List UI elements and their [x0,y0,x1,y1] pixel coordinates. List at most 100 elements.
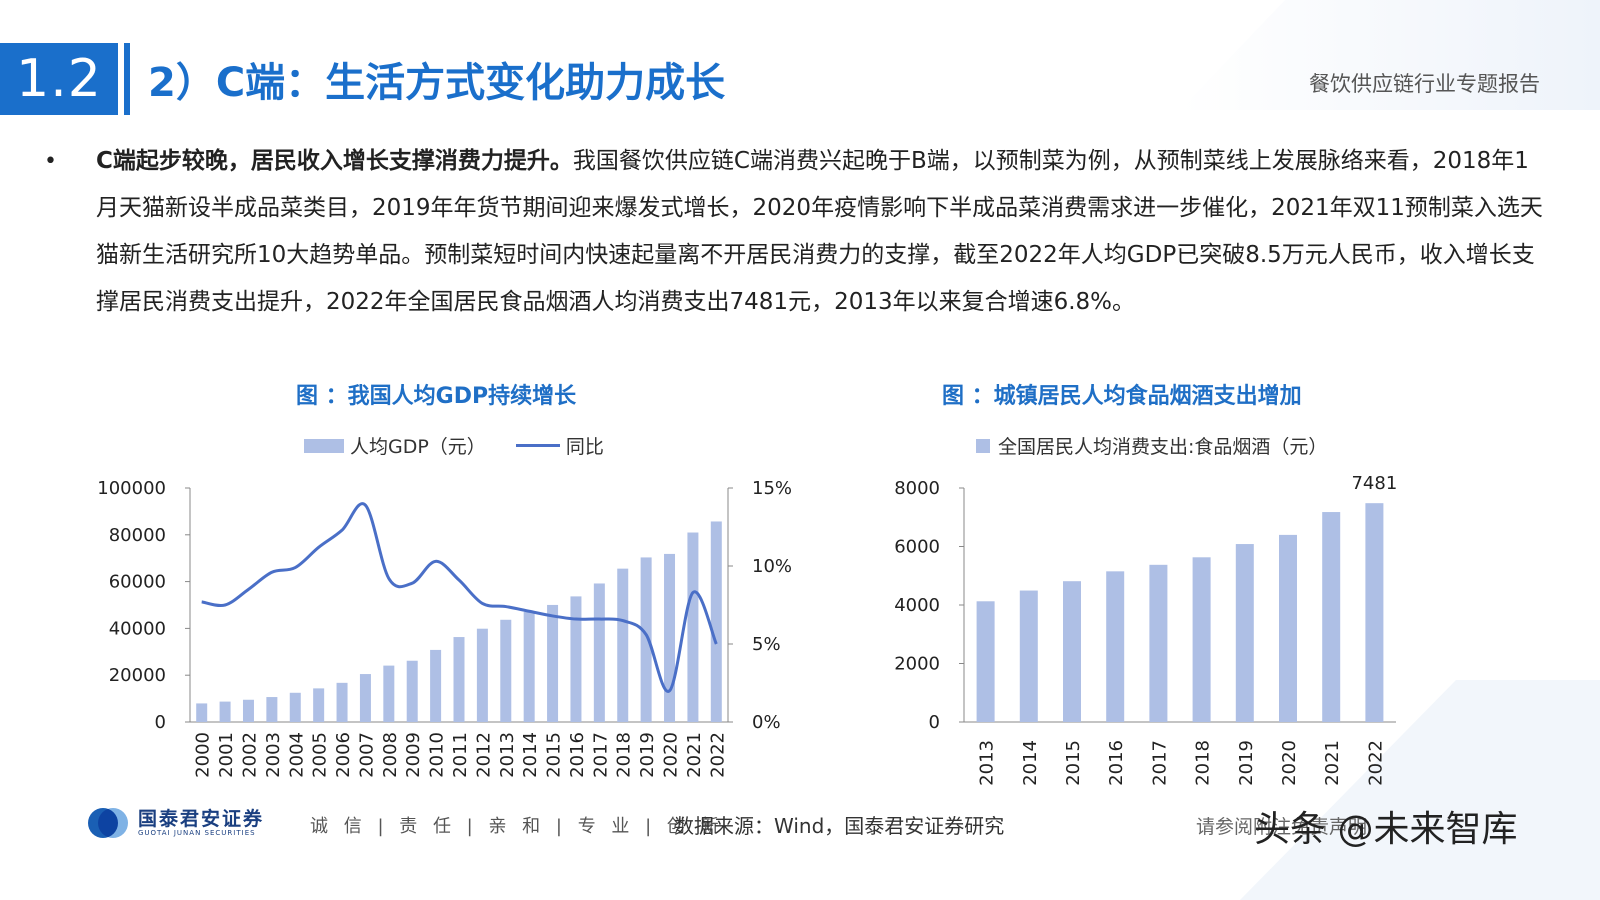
x-tick-label: 2020 [1279,740,1300,786]
legend-gdp: 人均GDP（元） 同比 [304,432,604,459]
bar-gdp [687,532,699,722]
x-tick-label: 2010 [427,732,448,778]
data-label-last: 7481 [1351,473,1397,494]
section-number: 1.2 [0,43,118,115]
bar-gdp [219,701,231,722]
x-tick-label: 2014 [520,732,541,778]
x-tick-label: 2005 [310,732,331,778]
tick-label-left: 6000 [894,537,940,558]
bar-gdp [570,596,582,722]
x-tick-label: 2019 [637,732,658,778]
x-tick-label: 2021 [1322,740,1343,786]
company-motto: 诚 信 | 责 任 | 亲 和 | 专 业 | 创 新 [310,816,724,837]
bar-gdp [500,619,512,722]
legend-swatch-food-bar [976,438,990,453]
bar-food [1019,590,1038,722]
page-title: 2）C端：生活方式变化助力成长 [148,60,726,106]
tick-label-left: 8000 [894,478,940,499]
tick-label-left: 4000 [894,595,940,616]
bar-gdp [430,649,442,722]
body-paragraph: C端起步较晚，居民收入增长支撑消费力提升。我国餐饮供应链C端消费兴起晚于B端，以… [96,138,1546,326]
bar-gdp [196,703,208,722]
legend-label-growth: 同比 [565,436,604,458]
x-tick-label: 2000 [193,732,214,778]
bar-gdp [336,682,348,722]
slide-footer: 国泰君安证券 GUOTAI JUNAN SECURITIES 诚 信 | 责 任… [0,800,1600,850]
bullet-dot: • [44,149,57,174]
tick-label-right: 10% [752,556,792,577]
x-tick-label: 2014 [1020,740,1041,786]
x-tick-label: 2001 [216,732,237,778]
tick-label-left: 2000 [894,654,940,675]
tick-label-left: 20000 [109,665,166,686]
bar-gdp [383,665,395,722]
legend-label-gdp: 人均GDP（元） [350,436,486,458]
bar-gdp [453,637,465,722]
bar-food [976,601,995,722]
bar-gdp [406,660,418,722]
legend-swatch-growth-line [515,444,560,447]
x-tick-label: 2017 [1149,740,1170,786]
x-tick-label: 2003 [263,732,284,778]
legend-label-food: 全国居民人均消费支出:食品烟酒（元） [998,436,1328,458]
x-tick-label: 2021 [684,732,705,778]
x-tick-label: 2019 [1236,740,1257,786]
x-tick-label: 2022 [1365,740,1386,786]
slide-header: 1.2 2）C端：生活方式变化助力成长 餐饮供应链行业专题报告 [0,40,1600,120]
bar-gdp [313,688,325,722]
bar-food [1235,544,1254,722]
bar-gdp [593,583,605,722]
chart-food: 0 2000 4000 6000 8000 7481 2013 2014 2015 2016 201… [894,473,1397,786]
bar-food [1365,503,1384,722]
tick-label-left: 0 [929,712,940,733]
chart-title-gdp: 图 ：我国人均GDP持续增长 [296,384,577,409]
bar-gdp [359,674,371,722]
chart-title-food: 图 ：城镇居民人均食品烟酒支出增加 [942,384,1302,409]
x-tick-label: 2009 [403,732,424,778]
disclaimer: 请参阅附注免责声明 [1196,816,1368,838]
x-tick-label: 2016 [1106,740,1127,786]
tick-label-left: 40000 [109,618,166,639]
report-name: 餐饮供应链行业专题报告 [1309,72,1540,96]
body-text: 我国餐饮供应链C端消费兴起晚于B端，以预制菜为例，从预制菜线上发展脉络来看，20… [96,148,1543,315]
x-tick-label: 2013 [977,740,998,786]
chart-gdp: 0 20000 40000 60000 80000 100000 0% 5% 10% 15% 200… [97,478,792,778]
section-divider [124,43,130,115]
bar-food [1149,564,1168,722]
bar-gdp [664,553,676,722]
tick-label-right: 15% [752,478,792,499]
x-tick-label: 2017 [590,732,611,778]
x-tick-label: 2006 [333,732,354,778]
bar-gdp [289,692,301,722]
tick-label-left: 80000 [109,525,166,546]
x-tick-label: 2022 [707,732,728,778]
x-tick-label: 2015 [544,732,565,778]
x-tick-label: 2013 [497,732,518,778]
bar-food [1322,512,1341,722]
logo-cn: 国泰君安证券 [138,807,265,830]
watermark: 头条 @未来智库 [1254,809,1518,850]
logo-mark-icon [88,808,132,838]
tick-label-right: 5% [752,634,781,655]
x-tick-label: 2020 [661,732,682,778]
bar-gdp [523,612,535,722]
legend-swatch-gdp-bar [304,438,344,453]
tick-label-left: 0 [155,712,166,733]
legend-food: 全国居民人均消费支出:食品烟酒（元） [976,432,1327,459]
tick-label-left: 60000 [109,572,166,593]
bar-gdp [242,699,254,722]
bar-gdp [617,568,629,722]
x-tick-label: 2015 [1063,740,1084,786]
bar-food [1279,534,1297,722]
bar-food [1106,571,1125,722]
x-tick-label: 2018 [1193,740,1214,786]
x-tick-label: 2004 [286,732,307,778]
bar-gdp [640,557,652,722]
x-tick-label: 2007 [356,732,377,778]
x-tick-label: 2002 [239,732,260,778]
bar-gdp [476,628,488,722]
data-source: 数据来源：Wind，国泰君安证券研究 [674,814,1005,838]
bar-gdp [266,697,278,722]
bar-gdp [710,521,722,722]
x-tick-label: 2011 [450,732,471,778]
